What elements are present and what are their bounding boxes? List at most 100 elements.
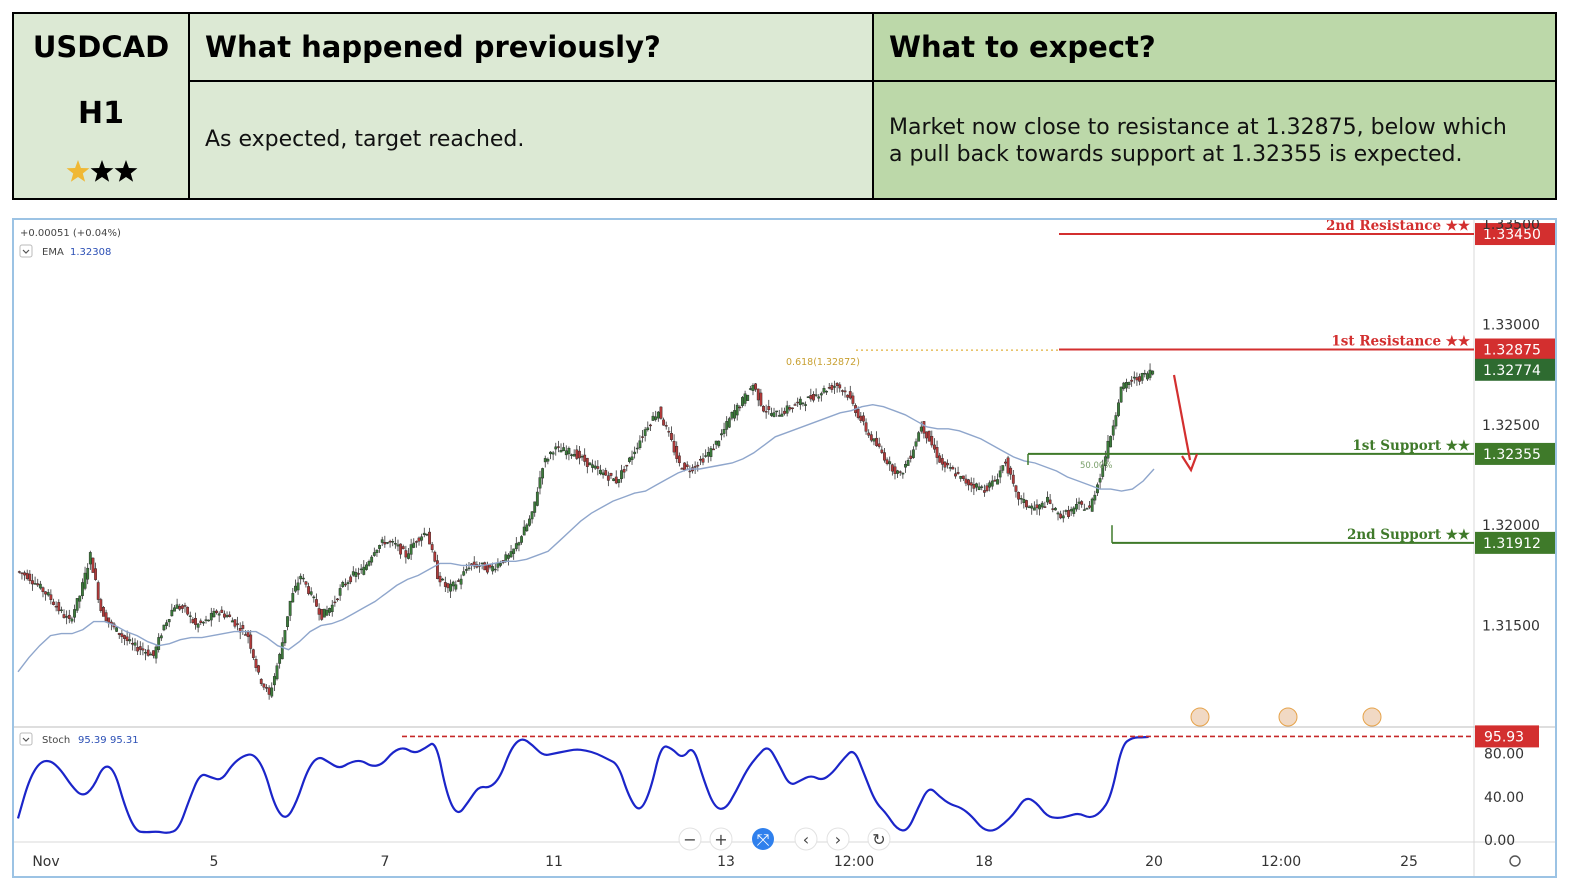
candle	[1135, 377, 1139, 381]
candle	[680, 468, 684, 470]
candle	[549, 451, 552, 455]
zoom-out-icon[interactable]	[678, 827, 702, 851]
price-tick-label: 1.32500	[1482, 418, 1540, 434]
gear-icon[interactable]	[1509, 855, 1521, 867]
candle	[1143, 372, 1147, 375]
candle	[428, 531, 431, 545]
candle	[701, 458, 705, 463]
candle	[575, 449, 579, 459]
zoom-in-icon[interactable]	[709, 827, 733, 851]
star-icon	[114, 160, 138, 182]
zoom-out-icon[interactable]: −	[683, 830, 696, 849]
candle	[1040, 502, 1044, 508]
scroll-right-icon[interactable]: ›	[835, 830, 841, 849]
candle	[449, 583, 452, 592]
candle	[717, 440, 721, 447]
chart-canvas[interactable]: 2nd Resistance ★★ 1.33450 1st Resistance ★…	[14, 220, 1555, 876]
fit-icon[interactable]	[752, 828, 774, 850]
candle	[196, 623, 200, 628]
price-tick-label: 1.31500	[1482, 619, 1540, 635]
candle	[28, 573, 32, 581]
candle	[25, 572, 29, 580]
candle	[180, 605, 184, 609]
candle	[580, 455, 584, 458]
scroll-left-icon[interactable]	[794, 827, 818, 851]
candle	[780, 413, 784, 417]
candle	[859, 415, 863, 421]
event-flags[interactable]	[1190, 707, 1382, 727]
candle	[399, 543, 403, 555]
timeframe-label: H1	[78, 96, 124, 131]
us-flag-icon[interactable]	[1190, 707, 1210, 727]
candle	[612, 478, 616, 481]
chart-toolbar[interactable]: − + ⤧ ‹ › ↻	[678, 827, 891, 851]
candle	[896, 470, 900, 474]
candle	[893, 466, 897, 474]
candle	[730, 412, 734, 419]
time-axis[interactable]: Nov 5 7 11 13 12:00 18 20 12:00 25	[32, 854, 1521, 870]
candle	[454, 584, 458, 590]
candle	[562, 447, 566, 451]
fit-icon[interactable]: ⤧	[757, 830, 770, 849]
candle	[909, 455, 913, 459]
candle	[228, 614, 232, 617]
candle	[517, 542, 521, 546]
candle	[1046, 496, 1049, 503]
candle	[1061, 515, 1065, 519]
star-icon	[90, 160, 114, 182]
ema-collapse-icon[interactable]	[19, 244, 33, 258]
candle	[280, 642, 284, 660]
scroll-left-icon[interactable]: ‹	[803, 830, 809, 849]
candle	[706, 452, 710, 457]
candle	[1072, 507, 1076, 514]
chevron-down-icon	[22, 249, 30, 254]
candle	[567, 447, 571, 455]
candle	[940, 458, 944, 465]
price-chart[interactable]: 2nd Resistance ★★ 1.33450 1st Resistance ★…	[12, 218, 1557, 878]
candle	[296, 582, 300, 591]
candle	[246, 631, 250, 637]
us-flag-icon[interactable]	[1278, 707, 1298, 727]
candle	[191, 619, 195, 623]
candle	[1088, 505, 1091, 508]
candle	[443, 582, 447, 587]
candle	[596, 466, 600, 469]
candle	[1075, 504, 1078, 510]
candle	[133, 642, 137, 646]
candle	[220, 609, 224, 613]
candle	[33, 583, 37, 585]
candle	[333, 601, 337, 604]
candle	[917, 432, 921, 442]
candle	[867, 432, 871, 436]
candle	[1017, 492, 1020, 500]
candle	[1056, 512, 1060, 515]
stoch-collapse-icon[interactable]	[19, 732, 33, 746]
candle	[785, 405, 789, 414]
reset-icon[interactable]	[867, 827, 891, 851]
scroll-right-icon[interactable]	[826, 827, 850, 851]
candle	[914, 441, 918, 447]
candle	[509, 551, 513, 558]
ema-layer	[17, 403, 1155, 673]
candle	[688, 470, 692, 473]
previous-text: As expected, target reached.	[205, 127, 525, 152]
zoom-in-icon[interactable]: +	[714, 830, 727, 849]
candle	[372, 552, 376, 556]
ca-flag-icon[interactable]	[1362, 707, 1382, 727]
candle	[872, 438, 876, 442]
candle	[144, 652, 147, 654]
candle	[898, 471, 902, 473]
time-tick-label: 13	[717, 854, 735, 870]
reset-icon[interactable]: ↻	[872, 830, 885, 849]
candle	[741, 397, 744, 406]
candle	[727, 418, 731, 428]
candle	[599, 469, 602, 474]
level-price-tag	[1475, 531, 1555, 554]
candle	[1138, 376, 1141, 382]
candle	[996, 479, 999, 485]
time-tick-label: 7	[381, 854, 390, 870]
price-axis[interactable]: 1.31500 1.32000 1.32500 1.33000 1.33500	[1482, 220, 1540, 635]
candle	[386, 542, 389, 544]
candle	[230, 620, 234, 623]
candle	[604, 470, 608, 476]
